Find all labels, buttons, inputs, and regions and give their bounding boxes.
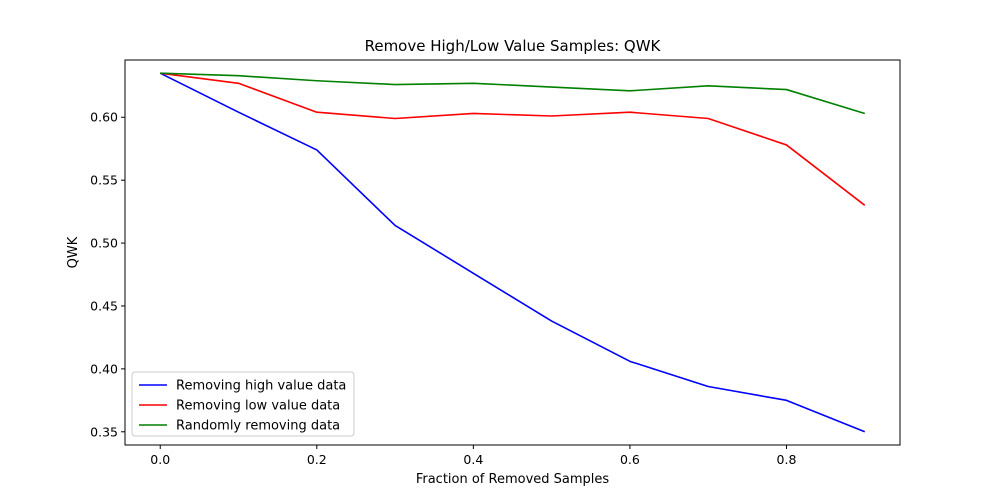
y-axis: 0.35 0.40 0.45 0.50 0.55 0.60: [90, 110, 125, 439]
series-line-1: [160, 72, 866, 206]
legend-label: Randomly removing data: [176, 419, 340, 434]
y-tick-label: 0.35: [90, 424, 118, 439]
legend: Removing high value data Removing low val…: [131, 371, 355, 437]
legend-box: [131, 371, 355, 437]
x-tick-label: 0.0: [150, 452, 170, 467]
x-tick-label: 0.6: [620, 452, 640, 467]
series-line-2: [160, 72, 866, 115]
y-tick-label: 0.50: [90, 236, 118, 251]
chart-title: Remove High/Low Value Samples: QWK: [365, 37, 662, 55]
plot-frame: [124, 59, 901, 446]
y-axis-label: QWK: [66, 236, 81, 268]
y-tick-label: 0.40: [90, 361, 118, 376]
legend-label: Removing low value data: [176, 399, 340, 414]
legend-label: Removing high value data: [176, 379, 346, 394]
x-tick-label: 0.4: [463, 452, 483, 467]
y-tick-label: 0.45: [90, 298, 118, 313]
x-tick-label: 0.8: [777, 452, 797, 467]
series-line-0: [159, 72, 866, 433]
x-axis: 0.0 0.2 0.4 0.6 0.8: [150, 445, 796, 467]
plot-lines: [159, 72, 866, 433]
y-tick-label: 0.55: [90, 173, 118, 188]
y-tick-label: 0.60: [90, 110, 118, 125]
x-tick-label: 0.2: [307, 452, 327, 467]
x-axis-label: Fraction of Removed Samples: [416, 472, 610, 487]
